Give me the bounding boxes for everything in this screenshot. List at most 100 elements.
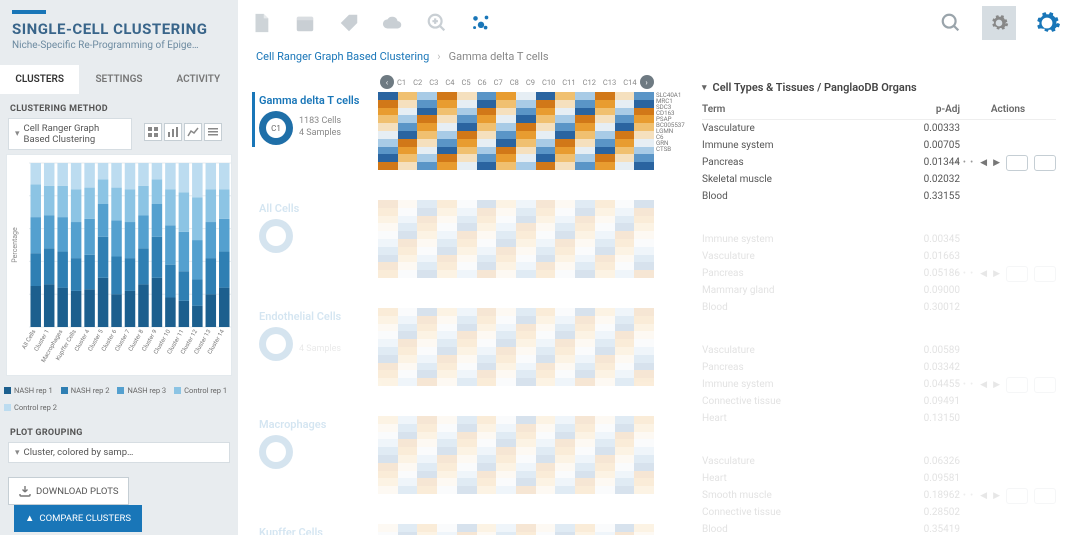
cluster-stats: 1183 Cells4 Samples (299, 116, 341, 139)
padj-cell: 0.33155 (880, 191, 960, 202)
enrichment-row: Vasculature 0.01663 (702, 248, 1056, 265)
enrichment-row: Vasculature 0.00589 (702, 342, 1056, 359)
cluster-name: All Cells (259, 202, 374, 215)
enrichment-row: Vasculature 0.00333 (702, 120, 1056, 137)
term-cell: Vasculature (702, 123, 880, 134)
prev-page-icon[interactable]: ◀ (980, 491, 987, 501)
brand-subtitle: Niche-Specific Re-Programming of Epige… (12, 40, 226, 51)
enrichment-group: Vasculature 0.00589 Pancreas 0.03342 Imm… (702, 342, 1056, 427)
cluster-stats: 4 Samples (299, 332, 341, 355)
tab-activity[interactable]: ACTIVITY (159, 65, 238, 94)
term-cell: Vasculature (702, 345, 880, 356)
user-settings-icon[interactable] (1034, 10, 1060, 36)
compare-clusters-button[interactable]: ▲ COMPARE CLUSTERS (14, 505, 142, 532)
cluster-donut (259, 327, 293, 361)
tag-icon[interactable] (336, 10, 362, 36)
heatmap-col-label: C13 (603, 78, 616, 87)
enrichment-row: Mammary gland 0.09000 (702, 282, 1056, 299)
padj-cell: 0.02032 (880, 174, 960, 185)
zoom-icon[interactable] (424, 10, 450, 36)
col-padj: p-Adj (880, 104, 960, 115)
tab-settings[interactable]: SETTINGS (79, 65, 158, 94)
more-icon[interactable]: • • • (956, 380, 975, 390)
term-cell: Immune system (702, 234, 880, 245)
next-page-icon[interactable]: ▶ (993, 491, 1000, 501)
padj-cell: 0.18962 (880, 490, 960, 501)
more-icon[interactable]: • • • (956, 158, 975, 168)
enrichment-group: Vasculature 0.00333 Immune system 0.0070… (702, 120, 1056, 205)
cluster-heatmap-column: ‹ C1C2C3C4C5C6C7C8C9C10C11C12C13C14 › Ga… (238, 75, 694, 535)
heatmap-col-label: C5 (461, 78, 470, 87)
action-btn-a[interactable] (1006, 155, 1028, 171)
heatmap-col-label: C9 (526, 78, 535, 87)
chart-legend: NASH rep 1NASH rep 2NASH rep 3Control re… (0, 380, 238, 418)
padj-cell: 0.03342 (880, 362, 960, 373)
compare-icon: ▲ (25, 513, 34, 524)
view-chart-icon[interactable] (184, 123, 202, 141)
padj-cell: 0.13150 (880, 413, 960, 424)
enrichment-row: Immune system 0.00705 (702, 137, 1056, 154)
view-grid-icon[interactable] (144, 123, 162, 141)
cluster-row[interactable]: Kupffer Cells (252, 524, 694, 535)
cluster-row[interactable]: All Cells (252, 200, 694, 278)
plot-grouping-dropdown[interactable]: Cluster, colored by samp… (8, 442, 230, 463)
prev-page-icon[interactable]: ◀ (980, 380, 987, 390)
settings-icon[interactable] (982, 6, 1016, 40)
more-icon[interactable]: • • • (956, 269, 975, 279)
enrichment-row: Skeletal muscle 0.02032 (702, 171, 1056, 188)
enrichment-row: Blood 0.35419 (702, 521, 1056, 535)
file-icon[interactable] (248, 10, 274, 36)
action-btn-a[interactable] (1006, 266, 1028, 282)
action-btn-b[interactable] (1034, 488, 1056, 504)
brand: SINGLE-CELL CLUSTERING Niche-Specific Re… (0, 0, 238, 57)
enrichment-panel: Cell Types & Tissues / PanglaoDB Organs … (694, 75, 1070, 535)
cluster-row[interactable]: Endothelial Cells 4 Samples (252, 308, 694, 386)
clustering-method-dropdown[interactable]: Cell Ranger Graph Based Clustering (8, 118, 132, 150)
enrichment-table-head: Term p-Adj Actions (702, 100, 1056, 120)
scatter-icon[interactable] (468, 10, 494, 36)
term-cell: Smooth muscle (702, 490, 880, 501)
heatmap-col-label: C1 (397, 78, 406, 87)
next-page-icon[interactable]: ▶ (993, 269, 1000, 279)
heatmap-next-button[interactable]: › (640, 75, 654, 89)
cloud-icon[interactable] (380, 10, 406, 36)
action-btn-a[interactable] (1006, 377, 1028, 393)
view-list-icon[interactable] (204, 123, 222, 141)
view-bars-icon[interactable] (164, 123, 182, 141)
download-plots-button[interactable]: DOWNLOAD PLOTS (8, 477, 129, 505)
sidebar: SINGLE-CELL CLUSTERING Niche-Specific Re… (0, 0, 238, 535)
action-btn-b[interactable] (1034, 155, 1056, 171)
term-cell: Connective tissue (702, 396, 880, 407)
next-page-icon[interactable]: ▶ (993, 380, 1000, 390)
action-btn-a[interactable] (1006, 488, 1028, 504)
prev-page-icon[interactable]: ◀ (980, 269, 987, 279)
breadcrumb-root[interactable]: Cell Ranger Graph Based Clustering (256, 50, 429, 63)
term-cell: Mammary gland (702, 285, 880, 296)
cluster-name: Kupffer Cells (259, 526, 374, 535)
action-btn-b[interactable] (1034, 377, 1056, 393)
more-icon[interactable]: • • • (956, 491, 975, 501)
next-page-icon[interactable]: ▶ (993, 158, 1000, 168)
action-btn-b[interactable] (1034, 266, 1056, 282)
enrichment-row: Vasculature 0.06326 (702, 453, 1056, 470)
term-cell: Immune system (702, 140, 880, 151)
legend-item: Control rep 1 (174, 386, 227, 395)
cluster-heatmap: SLC40A1MRC1SDC3CD163PSAPBC005537LGMNC6GR… (378, 92, 654, 170)
padj-cell: 0.06326 (880, 456, 960, 467)
heatmap-col-label: C7 (494, 78, 503, 87)
tab-clusters[interactable]: CLUSTERS (0, 65, 79, 94)
heatmap-col-label: C4 (445, 78, 454, 87)
enrichment-header[interactable]: Cell Types & Tissues / PanglaoDB Organs (702, 75, 1056, 100)
calendar-icon[interactable] (292, 10, 318, 36)
breadcrumb-current: Gamma delta T cells (449, 50, 549, 63)
cluster-row[interactable]: Macrophages (252, 416, 694, 494)
search-icon[interactable] (938, 10, 964, 36)
legend-item: NASH rep 1 (4, 386, 53, 395)
legend-item: NASH rep 2 (61, 386, 110, 395)
download-icon (19, 485, 31, 497)
prev-page-icon[interactable]: ◀ (980, 158, 987, 168)
enrichment-row: Immune system 0.04455 (702, 376, 1056, 393)
heatmap-prev-button[interactable]: ‹ (380, 75, 394, 89)
cluster-row[interactable]: Gamma delta T cells C1 1183 Cells4 Sampl… (252, 92, 694, 170)
enrichment-row: Pancreas 0.03342 (702, 359, 1056, 376)
